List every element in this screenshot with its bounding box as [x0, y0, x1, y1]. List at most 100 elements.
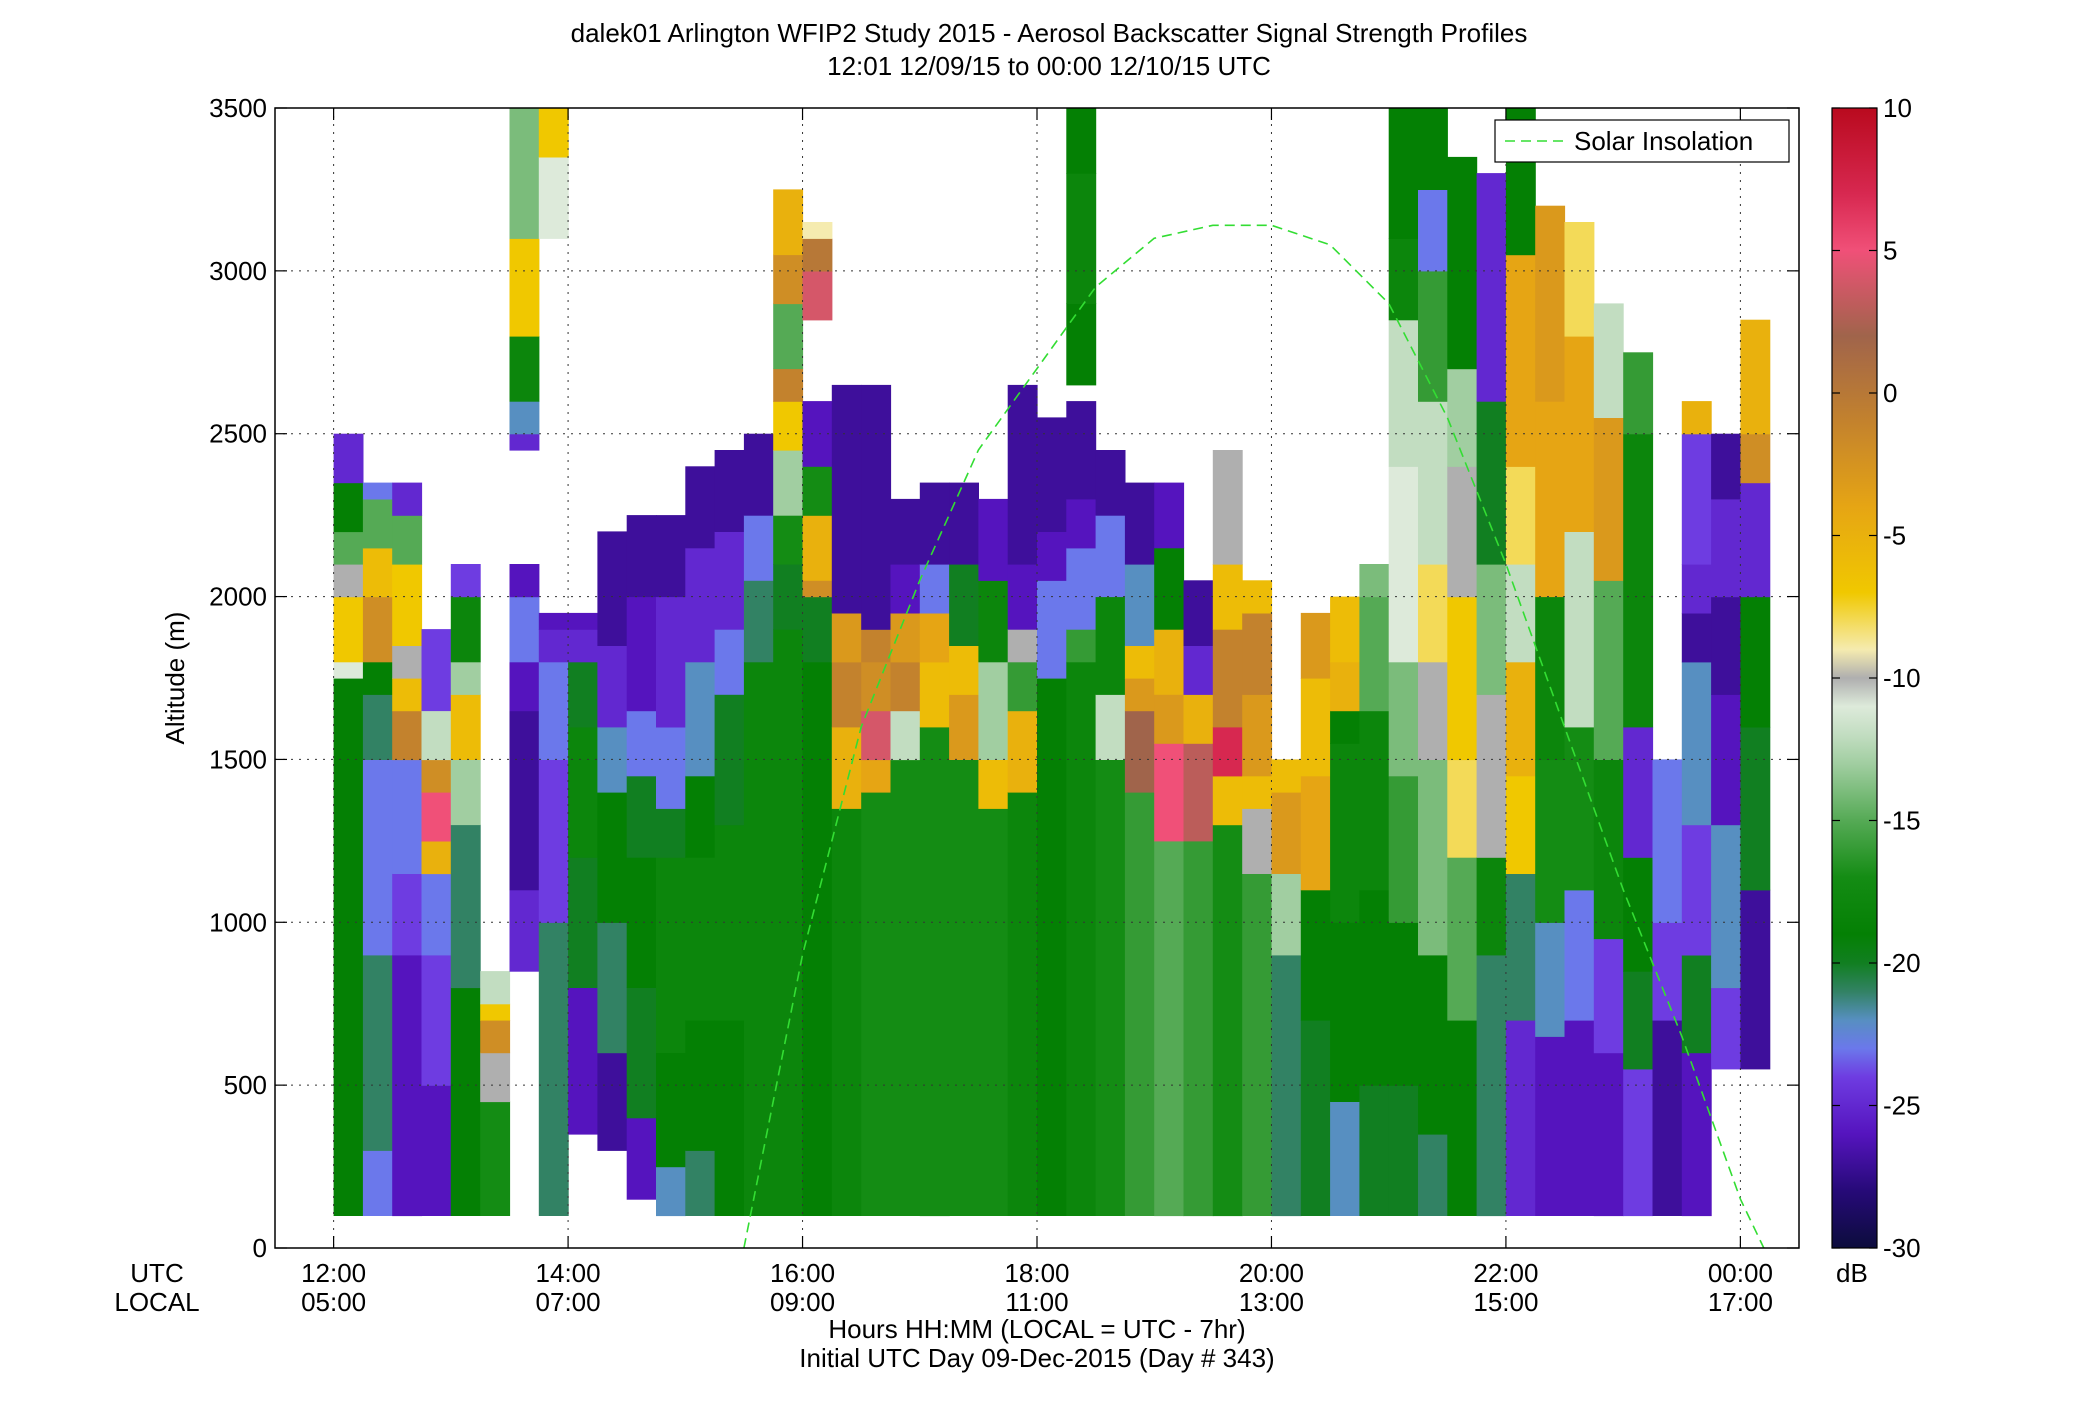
chart-title: dalek01 Arlington WFIP2 Study 2015 - Aer… [571, 18, 1528, 48]
heatmap-cell [1418, 661, 1448, 760]
heatmap-cell [714, 629, 745, 695]
heatmap-cell [831, 661, 862, 728]
heatmap-cell [1183, 840, 1214, 1217]
heatmap-cell [1388, 1085, 1419, 1216]
heatmap-cell [626, 987, 657, 1119]
heatmap-cell [421, 840, 452, 875]
heatmap-cell [1095, 450, 1126, 516]
heatmap-cell [1095, 515, 1126, 598]
heatmap-cell [1447, 368, 1478, 467]
heatmap-cell [656, 726, 686, 809]
heatmap-cell [831, 808, 862, 1216]
heatmap-cell [333, 678, 364, 1216]
y-axis-ticks: 0 500 1000 1500 2000 2500 3000 3500 [209, 93, 1799, 1263]
heatmap-cell [978, 498, 1009, 581]
heatmap-cell [919, 726, 950, 1217]
y-axis-label: Altitude (m) [160, 612, 190, 745]
heatmap-cell [480, 1020, 511, 1054]
heatmap-cell [1447, 156, 1478, 370]
heatmap-cell [509, 564, 540, 598]
heatmap-cell [509, 108, 540, 239]
heatmap-cell [1447, 759, 1478, 858]
heatmap-cell [421, 759, 452, 793]
heatmap-cell [597, 531, 628, 646]
heatmap-cell [1212, 824, 1243, 1217]
heatmap-cell [626, 710, 657, 777]
y-tick-label: 3000 [209, 256, 267, 286]
heatmap-cell [890, 564, 921, 614]
heatmap-cell [1330, 743, 1360, 923]
heatmap-cell [568, 612, 598, 630]
heatmap-cell [714, 450, 745, 532]
heatmap-cell [1271, 759, 1302, 793]
heatmap-cell [421, 629, 452, 712]
heatmap-cell [538, 612, 569, 630]
heatmap-cell [1505, 254, 1536, 467]
heatmap-cell [1505, 775, 1536, 874]
heatmap-cell [1711, 596, 1741, 695]
heatmap-cell [333, 661, 364, 679]
heatmap-cell [861, 661, 892, 712]
heatmap-cell [802, 596, 833, 663]
heatmap-cell [1300, 612, 1331, 679]
heatmap-cell [1066, 629, 1097, 663]
heatmap-cell [1418, 270, 1448, 402]
heatmap-cell [333, 564, 364, 598]
heatmap-cell [890, 661, 921, 712]
heatmap-cell [1037, 678, 1067, 1216]
heatmap-cell [1476, 401, 1507, 565]
heatmap-cell [597, 645, 628, 728]
heatmap-cell [626, 515, 657, 598]
colorbar-tick-label: -30 [1883, 1233, 1921, 1263]
heatmap-cell [450, 661, 481, 695]
heatmap-cell [890, 612, 921, 663]
heatmap-cell [773, 401, 804, 451]
heatmap-cell [421, 954, 452, 1086]
heatmap-cell [1095, 759, 1126, 1216]
heatmap-cell [1330, 710, 1360, 744]
heatmap-cell [362, 498, 393, 549]
heatmap-cell [773, 254, 804, 305]
heatmap-cell [773, 303, 804, 370]
x-tick-label-utc: 16:00 [770, 1258, 835, 1288]
heatmap-cell [421, 792, 452, 842]
heatmap-cell [597, 1052, 628, 1151]
heatmap-cell [1711, 498, 1741, 598]
heatmap-cell [1593, 938, 1624, 1054]
heatmap-cell [509, 889, 540, 972]
heatmap-cell [1535, 401, 1566, 598]
heatmap-cell [1418, 108, 1448, 190]
heatmap-cell [1095, 694, 1126, 760]
heatmap-cell [656, 596, 686, 728]
heatmap-cell [1212, 726, 1243, 777]
heatmap-cell [831, 384, 862, 614]
heatmap-cell [656, 808, 686, 858]
heatmap-cell [597, 922, 628, 1054]
legend-label: Solar Insolation [1574, 126, 1753, 156]
heatmap-cell [919, 564, 950, 614]
colorbar-tick-label: -5 [1883, 521, 1906, 551]
heatmap-cell [1652, 922, 1683, 1021]
heatmap-cell [1183, 694, 1214, 744]
heatmap-cell [685, 466, 716, 549]
heatmap-cell [333, 482, 364, 533]
heatmap-cell [656, 857, 686, 1054]
heatmap-cell [802, 222, 833, 239]
heatmap-cell [333, 433, 364, 484]
colorbar-tick-label: 10 [1883, 93, 1912, 123]
heatmap-cell [978, 661, 1009, 760]
heatmap-cell [1681, 954, 1712, 1054]
colorbar-ticks: 10 5 0 -5 -10 -15 -20 -25 -30 [1832, 93, 1921, 1263]
heatmap-cell [949, 759, 979, 1216]
heatmap-cell [1359, 710, 1390, 891]
heatmap-cell [1154, 482, 1185, 549]
solar-insolation-curve [743, 224, 1765, 1249]
heatmap-cell [890, 498, 921, 565]
x-tick-label-utc: 22:00 [1473, 1258, 1538, 1288]
heatmap-cell [421, 1085, 452, 1216]
heatmap-cell [714, 531, 745, 630]
heatmap-cell [568, 661, 598, 728]
x-tick-label-utc: 18:00 [1004, 1258, 1069, 1288]
heatmap-cell [392, 564, 423, 646]
heatmap-cell [861, 384, 892, 630]
